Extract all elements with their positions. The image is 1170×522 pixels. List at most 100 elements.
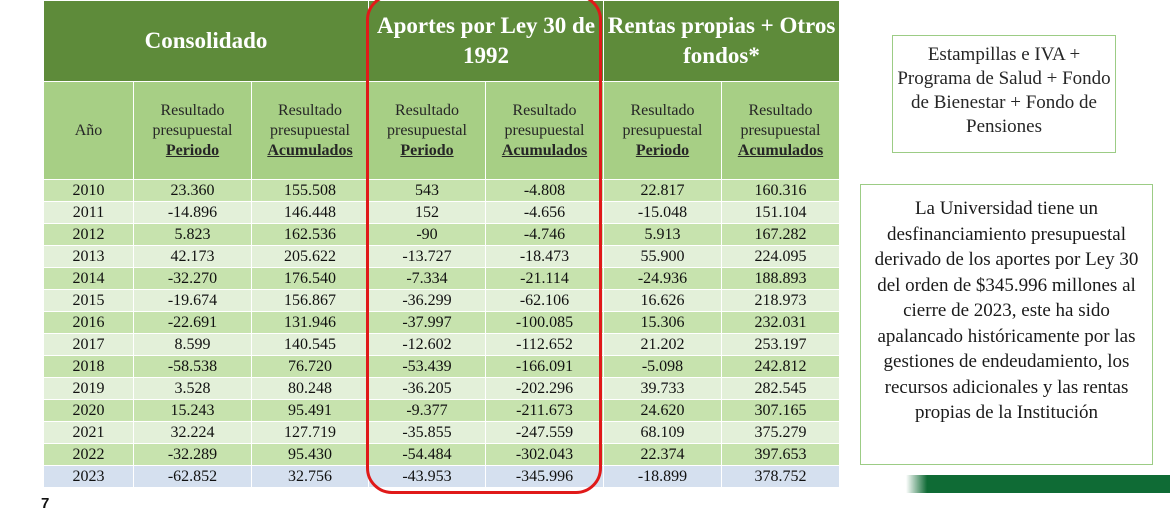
value-cell: 242.812 — [721, 355, 840, 378]
value-cell: 397.653 — [721, 443, 840, 466]
value-cell: -202.296 — [485, 377, 604, 400]
value-cell: 131.946 — [251, 311, 369, 334]
value-cell: 146.448 — [251, 201, 369, 224]
value-cell: 224.095 — [721, 245, 840, 268]
value-cell: 95.430 — [251, 443, 369, 466]
column-header-label: Resultado presupuestal — [270, 101, 350, 139]
value-cell: 188.893 — [721, 267, 840, 290]
value-cell: 140.545 — [251, 333, 369, 356]
group-header-ley30: Aportes por Ley 30 de 1992 — [368, 0, 604, 82]
value-cell: -24.936 — [603, 267, 722, 290]
table-row: 2014 -32.270 176.540 -7.334 -21.114 -24.936 18… — [43, 267, 840, 290]
table-row: 2022 -32.289 95.430 -54.484 -302.043 22.374 39… — [43, 443, 840, 466]
column-header-label: Resultado presupuestal — [740, 101, 821, 139]
column-header-label: Resultado presupuestal — [152, 101, 233, 139]
column-header-type: Periodo — [635, 141, 690, 159]
value-cell: 16.626 — [603, 289, 722, 312]
table-row: 2012 5.823 162.536 -90 -4.746 5.913 167.282 — [43, 223, 840, 246]
value-cell: -32.270 — [133, 267, 252, 290]
value-cell: -166.091 — [485, 355, 604, 378]
value-cell: -14.896 — [133, 201, 252, 224]
ley30-highlight-box — [366, 0, 602, 494]
year-cell: 2020 — [43, 399, 134, 422]
year-cell: 2021 — [43, 421, 134, 444]
value-cell: 39.733 — [603, 377, 722, 400]
value-cell: -18.899 — [603, 465, 722, 488]
value-cell: 205.622 — [251, 245, 369, 268]
column-header-rentas-acumulados: Resultado presupuestal Acumulados — [721, 81, 840, 180]
year-cell: 2023 — [43, 465, 134, 488]
budget-results-table: Consolidado Aportes por Ley 30 de 1992 R… — [43, 0, 840, 488]
value-cell: -345.996 — [485, 465, 604, 488]
value-cell: 95.491 — [251, 399, 369, 422]
year-cell: 2010 — [43, 179, 134, 202]
group-header-rentas-propias: Rentas propias + Otros fondos* — [603, 0, 840, 82]
year-cell: 2018 — [43, 355, 134, 378]
value-cell: 378.752 — [721, 465, 840, 488]
value-cell: -90 — [368, 223, 486, 246]
value-cell: 160.316 — [721, 179, 840, 202]
value-cell: 543 — [368, 179, 486, 202]
table-row: 2020 15.243 95.491 -9.377 -211.673 24.620 307.… — [43, 399, 840, 422]
column-header-label: Resultado presupuestal — [387, 101, 467, 139]
page-number: 7 — [41, 495, 50, 512]
table-row: 2010 23.360 155.508 543 -4.808 22.817 160.316 — [43, 179, 840, 202]
value-cell: 167.282 — [721, 223, 840, 246]
value-cell: -5.098 — [603, 355, 722, 378]
value-cell: 5.913 — [603, 223, 722, 246]
value-cell: 76.720 — [251, 355, 369, 378]
value-cell: 176.540 — [251, 267, 369, 290]
value-cell: 21.202 — [603, 333, 722, 356]
column-header-ley30-acumulados: Resultado presupuestal Acumulados — [485, 81, 604, 180]
value-cell: -112.652 — [485, 333, 604, 356]
table-row: 2021 32.224 127.719 -35.855 -247.559 68.109 37… — [43, 421, 840, 444]
value-cell: -36.299 — [368, 289, 486, 312]
column-header-consolidado-acumulados: Resultado presupuestal Acumulados — [251, 81, 369, 180]
funds-note-box: Estampillas e IVA + Programa de Salud + … — [892, 35, 1116, 153]
column-header-type: Periodo — [400, 141, 454, 159]
value-cell: 155.508 — [251, 179, 369, 202]
column-header-label: Resultado presupuestal — [622, 101, 703, 139]
column-header-consolidado-periodo: Resultado presupuestal Periodo — [133, 81, 252, 180]
year-cell: 2016 — [43, 311, 134, 334]
year-cell: 2015 — [43, 289, 134, 312]
column-header-type: Periodo — [165, 141, 220, 159]
year-cell: 2014 — [43, 267, 134, 290]
value-cell: 24.620 — [603, 399, 722, 422]
table-row: 2011 -14.896 146.448 152 -4.656 -15.048 151.10… — [43, 201, 840, 224]
value-cell: -35.855 — [368, 421, 486, 444]
value-cell: 80.248 — [251, 377, 369, 400]
value-cell: -21.114 — [485, 267, 604, 290]
value-cell: 55.900 — [603, 245, 722, 268]
value-cell: -15.048 — [603, 201, 722, 224]
value-cell: 127.719 — [251, 421, 369, 444]
accent-bar — [906, 475, 1170, 493]
value-cell: -247.559 — [485, 421, 604, 444]
table-row: 2019 3.528 80.248 -36.205 -202.296 39.733 282.… — [43, 377, 840, 400]
deficit-note-box: La Universidad tiene un desfinanciamient… — [860, 184, 1153, 465]
value-cell: 253.197 — [721, 333, 840, 356]
value-cell: -9.377 — [368, 399, 486, 422]
value-cell: -19.674 — [133, 289, 252, 312]
value-cell: 3.528 — [133, 377, 252, 400]
value-cell: -4.746 — [485, 223, 604, 246]
table-row: 2018 -58.538 76.720 -53.439 -166.091 -5.098 24… — [43, 355, 840, 378]
column-header-type: Acumulados — [737, 141, 824, 159]
value-cell: -43.953 — [368, 465, 486, 488]
value-cell: 22.817 — [603, 179, 722, 202]
value-cell: -211.673 — [485, 399, 604, 422]
value-cell: 232.031 — [721, 311, 840, 334]
column-header-year: Año — [43, 81, 134, 180]
value-cell: -13.727 — [368, 245, 486, 268]
value-cell: 68.109 — [603, 421, 722, 444]
value-cell: 218.973 — [721, 289, 840, 312]
value-cell: -58.538 — [133, 355, 252, 378]
year-cell: 2011 — [43, 201, 134, 224]
value-cell: 8.599 — [133, 333, 252, 356]
column-header-type: Acumulados — [267, 141, 353, 159]
value-cell: 156.867 — [251, 289, 369, 312]
value-cell: -32.289 — [133, 443, 252, 466]
value-cell: 32.756 — [251, 465, 369, 488]
value-cell: 162.536 — [251, 223, 369, 246]
value-cell: 15.243 — [133, 399, 252, 422]
